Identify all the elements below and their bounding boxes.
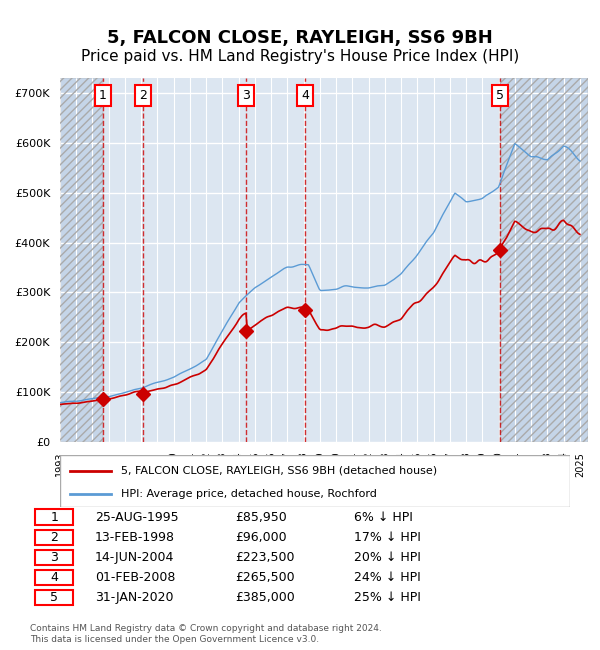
Text: £385,000: £385,000 (235, 591, 295, 604)
Bar (500, 78, 588, 442)
Text: 24% ↓ HPI: 24% ↓ HPI (354, 571, 421, 584)
Text: 31-JAN-2020: 31-JAN-2020 (95, 591, 173, 604)
Text: 1: 1 (99, 89, 107, 102)
Text: 2: 2 (50, 530, 58, 543)
Text: 3: 3 (242, 89, 250, 102)
FancyBboxPatch shape (35, 569, 73, 585)
Text: £85,950: £85,950 (235, 510, 287, 523)
Bar (500, 78, 588, 442)
Text: 17% ↓ HPI: 17% ↓ HPI (354, 530, 421, 543)
FancyBboxPatch shape (35, 590, 73, 605)
Text: 6% ↓ HPI: 6% ↓ HPI (354, 510, 413, 523)
Text: Price paid vs. HM Land Registry's House Price Index (HPI): Price paid vs. HM Land Registry's House … (81, 49, 519, 64)
Bar (60, 78, 103, 442)
Text: 25-AUG-1995: 25-AUG-1995 (95, 510, 178, 523)
Text: 14-JUN-2004: 14-JUN-2004 (95, 551, 174, 564)
Text: 13-FEB-1998: 13-FEB-1998 (95, 530, 175, 543)
FancyBboxPatch shape (35, 510, 73, 525)
Text: 4: 4 (301, 89, 309, 102)
Text: £265,500: £265,500 (235, 571, 295, 584)
Text: 5, FALCON CLOSE, RAYLEIGH, SS6 9BH: 5, FALCON CLOSE, RAYLEIGH, SS6 9BH (107, 29, 493, 47)
FancyBboxPatch shape (60, 455, 570, 507)
Text: 5: 5 (50, 591, 58, 604)
FancyBboxPatch shape (35, 530, 73, 545)
Text: £96,000: £96,000 (235, 530, 287, 543)
Text: HPI: Average price, detached house, Rochford: HPI: Average price, detached house, Roch… (121, 489, 377, 499)
Text: 01-FEB-2008: 01-FEB-2008 (95, 571, 175, 584)
Text: 1: 1 (50, 510, 58, 523)
Text: 25% ↓ HPI: 25% ↓ HPI (354, 591, 421, 604)
Text: Contains HM Land Registry data © Crown copyright and database right 2024.
This d: Contains HM Land Registry data © Crown c… (30, 624, 382, 644)
Text: 20% ↓ HPI: 20% ↓ HPI (354, 551, 421, 564)
Text: 4: 4 (50, 571, 58, 584)
Bar (60, 78, 103, 442)
Text: 2: 2 (139, 89, 147, 102)
Text: 5, FALCON CLOSE, RAYLEIGH, SS6 9BH (detached house): 5, FALCON CLOSE, RAYLEIGH, SS6 9BH (deta… (121, 465, 437, 476)
Text: 3: 3 (50, 551, 58, 564)
Text: £223,500: £223,500 (235, 551, 295, 564)
Text: 5: 5 (496, 89, 504, 102)
FancyBboxPatch shape (35, 550, 73, 565)
